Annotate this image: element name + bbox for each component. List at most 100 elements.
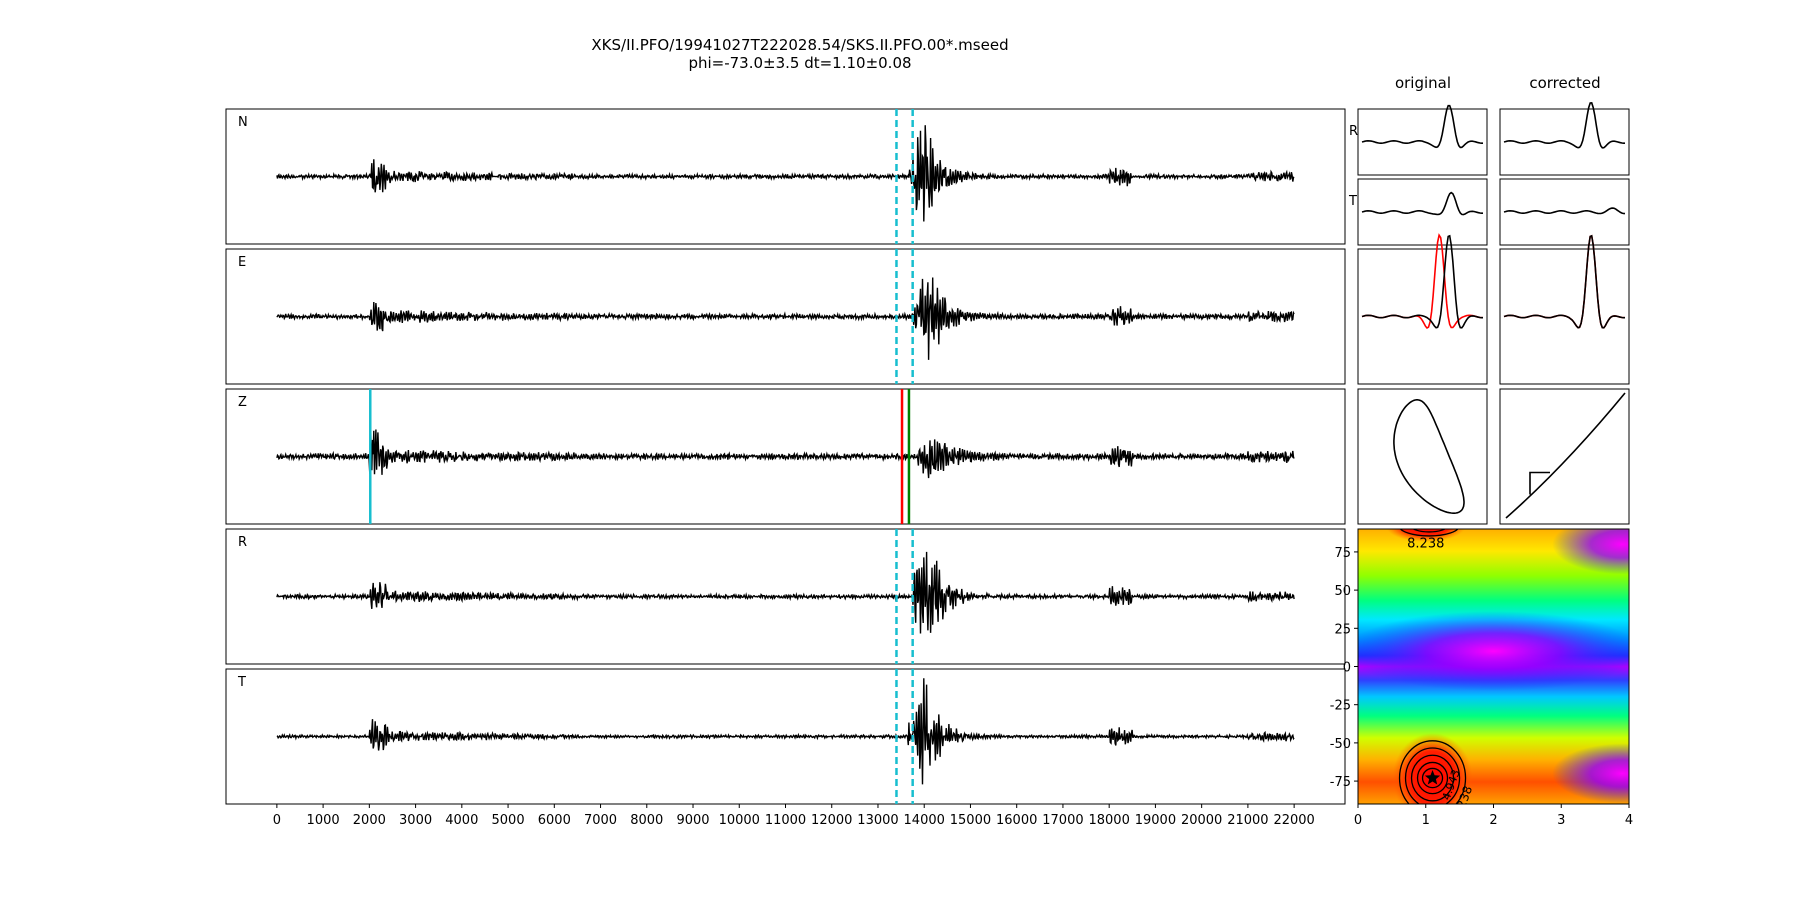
small-panel-corrected-4 [1499,388,1630,525]
panel-frame [1499,178,1630,246]
x-tick-label: 17000 [1042,813,1083,828]
y-tick-label: 50 [1334,584,1351,599]
figure-title: XKS/II.PFO/19941027T222028.54/SKS.II.PFO… [591,36,1009,54]
panel-frame [1499,248,1630,385]
panel-label: R [238,535,247,550]
small-panel-original-2: T [1348,178,1488,246]
contour-line [1412,529,1446,533]
panel-frame [1357,178,1488,246]
x-tick-label: 6000 [538,813,571,828]
contour-line [1399,529,1459,537]
x-tick-label: 7000 [584,813,617,828]
waveform-line [1503,102,1625,149]
x-tick-label: 20000 [1181,813,1222,828]
waveform-line [1503,234,1625,329]
waveform-line [1503,207,1626,215]
trace-panel-r: R [225,528,1346,665]
contour-line [1416,761,1449,795]
waveform-line [1503,234,1625,329]
contour-line [1410,754,1455,802]
panel-frame [225,248,1346,385]
x-tick-label: 22000 [1273,813,1314,828]
waveform-line [276,678,1295,785]
y-tick-label: -75 [1330,775,1351,790]
panel-label: N [238,115,248,130]
y-tick-label: 75 [1334,546,1351,561]
x-tick-label: 3000 [399,813,432,828]
waveform-line [1361,104,1483,149]
contour-line [1421,767,1444,789]
x-tick-label: 4000 [445,813,478,828]
y-tick-label: 25 [1334,622,1351,637]
small-panel-corrected-3 [1499,234,1630,385]
small-panel-original-1: R [1349,104,1488,176]
x-tick-label: 19000 [1135,813,1176,828]
x-tick-label: 1 [1422,813,1430,828]
x-tick-label: 4 [1625,813,1633,828]
x-tick-label: 0 [1354,813,1362,828]
contour-line [1404,747,1461,804]
contour-label: 8.238 [1407,536,1444,551]
x-tick-label: 18000 [1088,813,1129,828]
x-tick-label: 13000 [857,813,898,828]
small-panel-original-3 [1357,233,1488,385]
trace-panel-z: Z [225,388,1346,525]
waveform-line [1361,234,1483,329]
component-label: R [1349,124,1358,139]
waveform-line [276,125,1295,222]
x-tick-label: 8000 [630,813,663,828]
waveform-line [276,277,1295,360]
x-tick-label: 1000 [307,813,340,828]
column-title-original: original [1394,74,1452,92]
panel-frame [1357,388,1488,525]
x-tick-label: 16000 [996,813,1037,828]
panel-label: T [237,675,246,690]
particle-motion-line [1505,392,1626,519]
heatmap-blob-bottom-right [1552,743,1629,804]
particle-motion-line [1393,399,1465,514]
waveform-line [276,551,1295,634]
panel-label: E [238,255,246,270]
small-panel-corrected-2 [1499,178,1630,246]
x-tick-label: 9000 [676,813,709,828]
trace-panel-e: E [225,248,1346,385]
y-tick-label: 0 [1343,661,1351,676]
x-tick-label: 21000 [1227,813,1268,828]
x-tick-label: 3 [1557,813,1565,828]
panel-frame [225,108,1346,245]
component-label: T [1348,194,1357,209]
y-tick-label: -25 [1330,699,1351,714]
waveform-line [276,414,1295,479]
x-tick-label: 0 [273,813,281,828]
small-panel-original-4 [1357,388,1488,525]
waveform-line [1361,191,1483,216]
x-tick-label: 15000 [950,813,991,828]
panel-frame [1357,248,1488,385]
heatmap-minimum-blob [1358,611,1629,692]
x-tick-label: 5000 [492,813,525,828]
panel-frame [225,388,1346,525]
x-tick-label: 11000 [765,813,806,828]
x-tick-label: 14000 [904,813,945,828]
column-title-corrected: corrected [1529,74,1601,92]
panel-frame [1357,108,1488,176]
heatmap-blob-top-right [1552,529,1629,575]
panel-frame [225,528,1346,665]
x-tick-label: 2000 [353,813,386,828]
contour-line [1398,740,1467,804]
trace-x-axis: 0 1000 2000 3000 4000 5000 6000 7000 8000 9000 100… [273,804,1315,828]
trace-panel-t: T [225,668,1346,805]
x-tick-label: 10000 [719,813,760,828]
panel-frame [1499,388,1630,525]
small-panel-corrected-1 [1499,102,1630,176]
y-tick-label: -50 [1330,737,1351,752]
panel-frame [1499,108,1630,176]
figure-subtitle: phi=-73.0±3.5 dt=1.10±0.08 [688,54,912,72]
best-fit-star-marker [1424,770,1441,785]
x-tick-label: 2 [1489,813,1497,828]
x-tick-label: 12000 [811,813,852,828]
trace-panel-n: N [225,108,1346,245]
panel-label: Z [238,395,247,410]
